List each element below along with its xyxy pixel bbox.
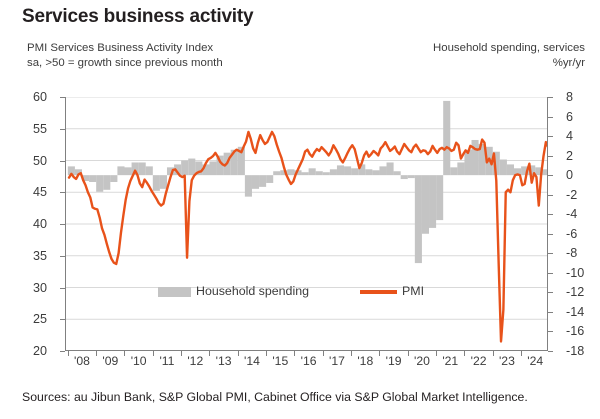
y-left-tickmark-3	[60, 255, 65, 257]
x-tickmark-1	[96, 351, 98, 356]
x-tick-label-7: '15	[272, 354, 289, 368]
y-left-tickmark-0	[60, 351, 65, 352]
y-right-tickmark-13	[548, 351, 553, 352]
y-right-tickmark-6	[548, 214, 553, 216]
y-left-tick-4: 40	[32, 217, 47, 231]
x-tickmark-2	[124, 351, 126, 356]
y-left-tick-5: 45	[32, 185, 47, 200]
x-tick-label-14: '22	[470, 354, 487, 368]
y-left-tick-8: 60	[32, 90, 47, 104]
y-right-tickmark-9	[548, 272, 553, 274]
y-left-tickmark-8	[60, 97, 65, 98]
x-tick-label-2: '10	[130, 354, 147, 368]
y-right-tickmark-3	[548, 155, 553, 157]
y-left-tickmark-2	[60, 287, 65, 289]
y-right-tick-1: 6	[566, 109, 574, 124]
x-tickmark-11	[379, 351, 381, 356]
x-tick-label-0: '08	[74, 354, 90, 368]
y-right-tick-6: -4	[566, 207, 578, 222]
x-tick-label-6: '14	[244, 354, 260, 368]
y-right-tickmark-5	[548, 194, 553, 196]
y-right-tick-4: 0	[566, 168, 574, 183]
y-right-tick-8: -8	[566, 246, 578, 261]
plot-svg	[65, 97, 548, 351]
x-tickmark-10	[351, 351, 353, 356]
right-axis-caption: Household spending, services %yr/yr	[433, 41, 585, 71]
y-right-tick-11: -14	[566, 304, 585, 319]
x-tick-label-4: '12	[187, 354, 204, 368]
y-right-tick-13: -18	[566, 344, 585, 358]
plot-frame	[65, 97, 548, 351]
y-left-tick-6: 50	[32, 153, 47, 168]
left-axis-caption: PMI Services Business Activity Index sa,…	[27, 41, 223, 71]
x-tick-label-13: '21	[442, 354, 459, 368]
x-tickmark-9	[322, 351, 324, 356]
y-left-tick-7: 55	[32, 121, 47, 136]
y-axis-right: 8 6 4 2 0 -2 -4 -6 -8 -10 -12 -14 -16 -18	[556, 0, 600, 419]
y-right-tickmark-4	[548, 175, 553, 177]
y-left-tickmark-5	[60, 192, 65, 194]
y-axis-left: 20 25 30 35 40 45 50 55 60	[0, 0, 58, 419]
x-tick-label-15: '23	[498, 354, 515, 368]
y-right-tickmark-1	[548, 116, 553, 118]
x-tick-label-16: '24	[527, 354, 544, 368]
y-left-tick-0: 20	[32, 344, 47, 358]
x-tick-label-12: '20	[413, 354, 430, 368]
y-right-tickmark-2	[548, 136, 553, 138]
y-right-tickmark-10	[548, 292, 553, 294]
x-tick-label-11: '19	[385, 354, 402, 368]
y-left-tickmark-4	[60, 224, 65, 225]
page-title: Services business activity	[22, 6, 254, 27]
y-right-tick-12: -16	[566, 324, 585, 339]
y-left-tickmark-6	[60, 160, 65, 162]
y-right-tick-5: -2	[566, 187, 578, 202]
x-tickmark-6	[237, 351, 239, 356]
pmi-line	[67, 130, 548, 343]
right-axis-caption-line2: %yr/yr	[552, 57, 585, 69]
y-right-tick-9: -10	[566, 265, 585, 280]
x-tickmark-3	[152, 351, 154, 356]
x-tick-label-5: '13	[215, 354, 232, 368]
x-tick-label-10: '18	[357, 354, 374, 368]
y-right-tick-7: -6	[566, 226, 578, 241]
x-tickmark-4	[181, 351, 183, 356]
y-right-tickmark-0	[548, 97, 553, 98]
x-tick-label-3: '11	[159, 354, 175, 368]
y-right-tickmark-12	[548, 331, 553, 333]
y-left-tick-3: 35	[32, 248, 47, 263]
source-note: Sources: au Jibun Bank, S&P Global PMI, …	[22, 390, 528, 404]
x-tickmark-12	[407, 351, 409, 356]
x-tick-label-9: '17	[328, 354, 345, 368]
gridlines	[65, 97, 548, 351]
left-axis-caption-line1: PMI Services Business Activity Index	[27, 42, 214, 54]
x-tick-label-1: '09	[102, 354, 119, 368]
x-tick-label-8: '16	[300, 354, 317, 368]
x-tickmark-0	[67, 351, 69, 356]
y-left-tickmark-7	[60, 128, 65, 130]
plot-area	[65, 97, 548, 351]
x-tickmark-7	[266, 351, 268, 356]
y-right-tick-0: 8	[566, 90, 574, 104]
x-tickmark-14	[464, 351, 466, 356]
y-left-tick-1: 25	[32, 312, 47, 327]
y-right-tickmark-11	[548, 311, 553, 313]
left-axis-caption-line2: sa, >50 = growth since previous month	[27, 57, 223, 69]
y-right-tick-10: -12	[566, 285, 585, 300]
y-right-tickmark-8	[548, 253, 553, 255]
y-right-tick-3: 2	[566, 148, 574, 163]
y-right-tick-2: 4	[566, 129, 574, 144]
x-tickmark-16	[521, 351, 523, 356]
right-axis-caption-line1: Household spending, services	[433, 42, 585, 54]
x-tickmark-5	[209, 351, 211, 356]
x-tickmark-15	[492, 351, 494, 356]
y-right-tickmark-7	[548, 233, 553, 235]
x-tickmark-8	[294, 351, 296, 356]
y-left-tick-2: 30	[32, 280, 47, 295]
y-left-tickmark-1	[60, 319, 65, 321]
x-tickmark-13	[436, 351, 438, 356]
